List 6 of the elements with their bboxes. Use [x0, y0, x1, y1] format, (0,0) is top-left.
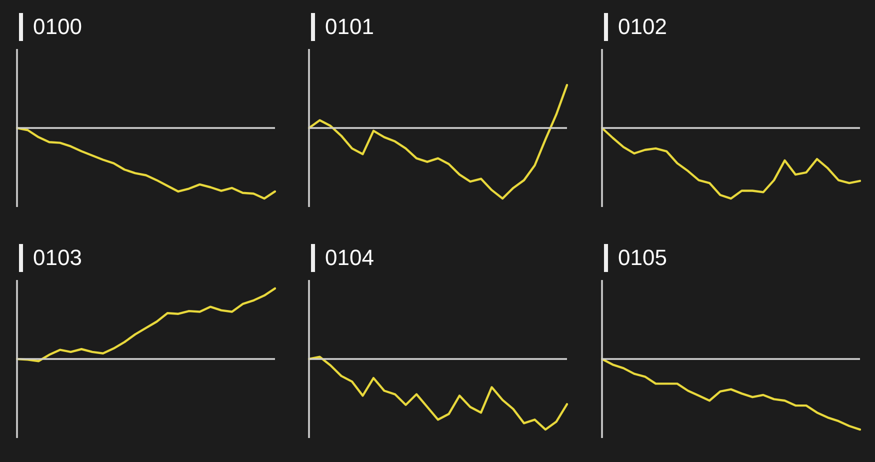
- chart-title: 0100: [33, 14, 82, 40]
- chart-title: 0105: [618, 245, 667, 271]
- chart-title: 0102: [618, 14, 667, 40]
- chart-title: 0103: [33, 245, 82, 271]
- chart-title: 0101: [325, 14, 374, 40]
- chart-title: 0104: [325, 245, 374, 271]
